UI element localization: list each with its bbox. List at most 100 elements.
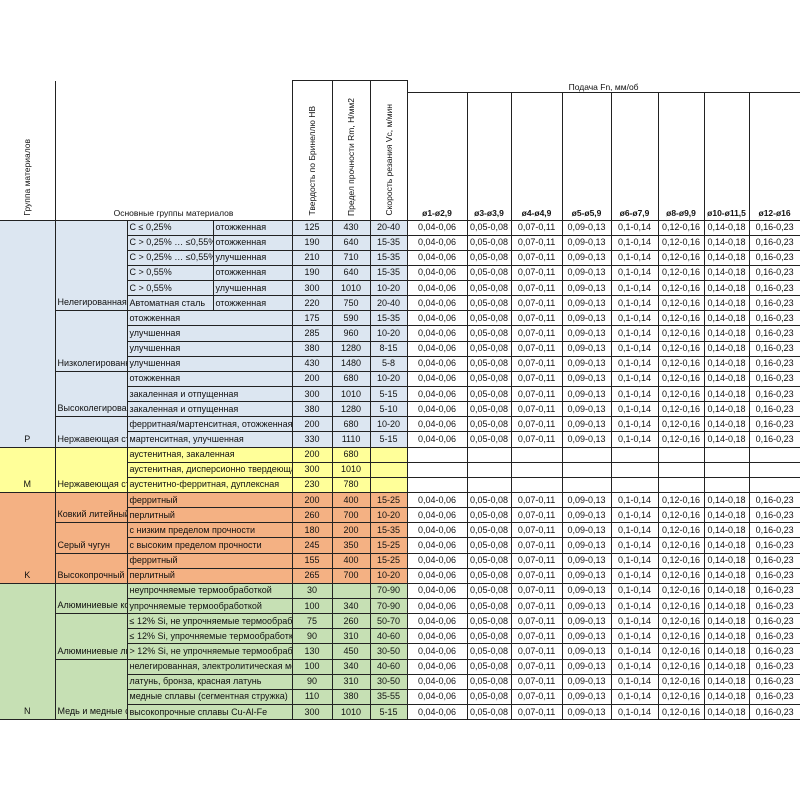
feed-value	[610, 461, 659, 478]
strength-value: 680	[331, 416, 371, 433]
feed-value: 0,14-0,18	[703, 613, 750, 630]
header-diameter: ø8-ø9,9	[657, 91, 705, 221]
header-feed: Подача Fn, мм/об	[406, 80, 800, 93]
feed-value: 0,12-0,16	[657, 598, 705, 615]
strength-value: 680	[331, 446, 371, 463]
feed-value: 0,07-0,11	[510, 507, 563, 524]
feed-value: 0,12-0,16	[657, 219, 705, 236]
table-row: M Нержавеющая ст аустенитная, закаленная 20…	[0, 446, 800, 494]
speed-value: 40-60	[369, 658, 408, 675]
feed-value: 0,12-0,16	[657, 355, 705, 372]
material-subgroup: Ковкий литейный	[54, 492, 128, 524]
speed-value: 15-35	[369, 249, 408, 266]
feed-value: 0,05-0,08	[466, 416, 512, 433]
feed-value: 0,1-0,14	[610, 522, 659, 539]
hardness-value: 260	[291, 507, 333, 524]
feed-value: 0,07-0,11	[510, 295, 563, 312]
feed-value: 0,09-0,13	[561, 249, 612, 266]
material-subgroup: Высоколегирован	[54, 370, 128, 418]
feed-value: 0,12-0,16	[657, 280, 705, 297]
feed-value: 0,05-0,08	[466, 522, 512, 539]
feed-value: 0,04-0,06	[406, 537, 468, 554]
feed-value: 0,07-0,11	[510, 628, 563, 645]
feed-value: 0,1-0,14	[610, 688, 659, 706]
material-group-code: M	[0, 446, 56, 494]
material-condition: улучшенная	[126, 325, 293, 342]
strength-value: 700	[331, 567, 371, 584]
strength-value: 350	[331, 537, 371, 554]
feed-value: 0,05-0,08	[466, 370, 512, 388]
strength-value: 710	[331, 249, 371, 266]
feed-value: 0,16-0,23	[748, 325, 800, 342]
hardness-value: 200	[291, 446, 333, 463]
hardness-value: 210	[291, 249, 333, 266]
feed-value: 0,16-0,23	[748, 643, 800, 660]
speed-value: 5-15	[369, 703, 408, 721]
feed-value: 0,05-0,08	[466, 492, 512, 509]
feed-value: 0,04-0,06	[406, 703, 468, 721]
strength-value	[331, 582, 371, 600]
speed-value: 5-8	[369, 355, 408, 372]
material-condition: C > 0,25% … ≤0,55%	[126, 249, 214, 266]
feed-value: 0,05-0,08	[466, 280, 512, 297]
table-row: C > 0,25% … ≤0,55% отожженная 190 640 15-35 0…	[0, 234, 800, 251]
speed-value: 20-40	[369, 295, 408, 312]
speed-value	[369, 476, 408, 494]
table-row: закаленная и отпущенная 380 1280 5-10 0,04-0…	[0, 401, 800, 418]
feed-value	[610, 476, 659, 494]
strength-value: 1480	[331, 355, 371, 372]
feed-value: 0,04-0,06	[406, 643, 468, 660]
strength-value: 450	[331, 643, 371, 660]
feed-value: 0,04-0,06	[406, 386, 468, 403]
feed-value: 0,09-0,13	[561, 703, 612, 721]
strength-value: 1010	[331, 280, 371, 297]
feed-value: 0,07-0,11	[510, 673, 563, 690]
feed-value: 0,04-0,06	[406, 613, 468, 630]
feed-value	[703, 461, 750, 478]
feed-value: 0,1-0,14	[610, 492, 659, 509]
table-row: закаленная и отпущенная 300 1010 5-15 0,04-0…	[0, 386, 800, 403]
feed-value: 0,09-0,13	[561, 613, 612, 630]
material-condition: ферритная/мартенситная, отожженная	[126, 416, 293, 433]
feed-value: 0,16-0,23	[748, 249, 800, 266]
feed-value: 0,07-0,11	[510, 249, 563, 266]
table-row: Медь и медные с нелегированная, электроли…	[0, 658, 800, 721]
strength-value: 700	[331, 507, 371, 524]
material-subgroup: Алюминиевые ли	[54, 613, 128, 660]
feed-value: 0,07-0,11	[510, 537, 563, 554]
feed-value: 0,05-0,08	[466, 310, 512, 327]
table-row: медные сплавы (сегментная стружка) 110 380…	[0, 688, 800, 706]
feed-value: 0,07-0,11	[510, 492, 563, 509]
speed-value: 10-20	[369, 416, 408, 433]
feed-value: 0,07-0,11	[510, 703, 563, 721]
feed-value: 0,09-0,13	[561, 325, 612, 342]
strength-value: 590	[331, 310, 371, 327]
feed-value: 0,07-0,11	[510, 613, 563, 630]
feed-value: 0,09-0,13	[561, 492, 612, 509]
feed-value: 0,04-0,06	[406, 552, 468, 569]
feed-value: 0,07-0,11	[510, 386, 563, 403]
feed-value: 0,09-0,13	[561, 310, 612, 327]
feed-value	[406, 446, 468, 463]
material-treatment: улучшенная	[212, 280, 293, 297]
header-diameter: ø6-ø7,9	[610, 91, 659, 221]
material-condition: закаленная и отпущенная	[126, 386, 293, 403]
feed-value: 0,12-0,16	[657, 613, 705, 630]
feed-value: 0,09-0,13	[561, 416, 612, 433]
feed-value: 0,1-0,14	[610, 249, 659, 266]
feed-value	[561, 476, 612, 494]
hardness-value: 220	[291, 295, 333, 312]
cutting-data-table: Группа материалов Основные группы матери…	[0, 80, 800, 721]
feed-value: 0,07-0,11	[510, 416, 563, 433]
feed-value: 0,12-0,16	[657, 537, 705, 554]
feed-value: 0,09-0,13	[561, 401, 612, 418]
strength-value: 1110	[331, 431, 371, 448]
feed-value: 0,05-0,08	[466, 401, 512, 418]
feed-value: 0,1-0,14	[610, 598, 659, 615]
feed-value: 0,14-0,18	[703, 280, 750, 297]
feed-value	[657, 461, 705, 478]
table-row: с высоким пределом прочности 245 350 15-25 0…	[0, 537, 800, 554]
feed-value: 0,12-0,16	[657, 567, 705, 584]
feed-value: 0,04-0,06	[406, 582, 468, 600]
strength-value: 260	[331, 613, 371, 630]
